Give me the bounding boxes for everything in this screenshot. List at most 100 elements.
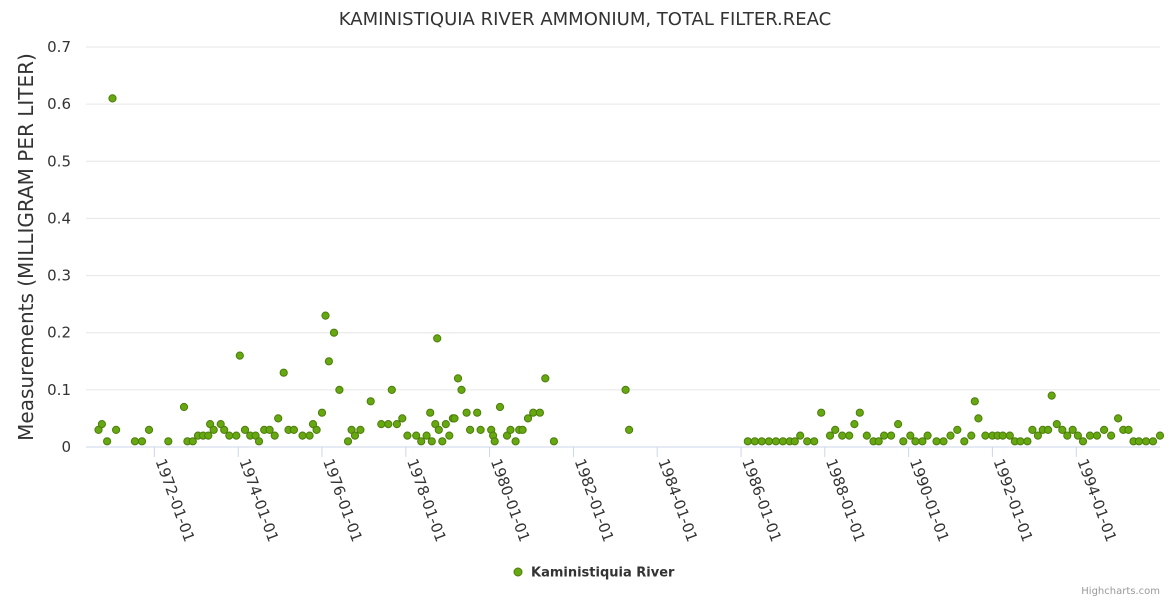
data-point[interactable]: [778, 437, 788, 446]
data-point[interactable]: [476, 425, 485, 434]
data-point[interactable]: [838, 431, 847, 440]
data-point[interactable]: [1155, 431, 1165, 440]
data-point[interactable]: [1107, 431, 1116, 440]
data-point[interactable]: [541, 374, 550, 383]
data-point[interactable]: [946, 431, 955, 440]
data-point[interactable]: [335, 385, 344, 394]
data-point[interactable]: [466, 425, 475, 434]
data-point[interactable]: [974, 414, 983, 423]
data-point[interactable]: [1073, 431, 1083, 440]
data-point[interactable]: [377, 420, 386, 429]
data-point[interactable]: [1092, 431, 1102, 440]
data-point[interactable]: [831, 425, 840, 434]
data-point[interactable]: [438, 437, 447, 446]
data-point[interactable]: [235, 351, 244, 360]
data-point[interactable]: [356, 425, 365, 434]
data-point[interactable]: [750, 437, 759, 446]
data-point[interactable]: [874, 437, 883, 446]
data-point[interactable]: [144, 425, 154, 434]
data-point[interactable]: [216, 420, 225, 429]
data-point[interactable]: [810, 437, 819, 446]
data-point[interactable]: [845, 431, 854, 440]
data-point[interactable]: [625, 425, 634, 434]
data-point[interactable]: [899, 437, 908, 446]
data-point[interactable]: [523, 414, 533, 423]
data-point[interactable]: [1124, 425, 1133, 434]
data-point[interactable]: [312, 425, 321, 434]
data-point[interactable]: [511, 437, 520, 446]
data-point[interactable]: [1016, 437, 1025, 446]
data-point[interactable]: [179, 402, 189, 412]
data-point[interactable]: [998, 431, 1007, 440]
data-point[interactable]: [1058, 425, 1067, 434]
data-point[interactable]: [305, 431, 314, 440]
data-point[interactable]: [403, 431, 412, 440]
data-point[interactable]: [923, 431, 932, 440]
data-point[interactable]: [518, 425, 527, 434]
data-point[interactable]: [329, 328, 339, 337]
data-point[interactable]: [206, 420, 215, 429]
data-point[interactable]: [1033, 431, 1043, 440]
data-point[interactable]: [906, 431, 915, 440]
data-point[interactable]: [384, 420, 393, 429]
data-point[interactable]: [549, 437, 559, 446]
data-point[interactable]: [462, 408, 471, 417]
data-point[interactable]: [298, 431, 307, 440]
data-point[interactable]: [825, 431, 835, 440]
data-point[interactable]: [431, 420, 440, 429]
legend[interactable]: Kaministiquia River: [513, 566, 675, 581]
data-point[interactable]: [1063, 431, 1072, 440]
data-point[interactable]: [103, 437, 112, 446]
data-point[interactable]: [254, 437, 264, 446]
data-point[interactable]: [803, 437, 812, 446]
data-point[interactable]: [453, 374, 463, 383]
data-point[interactable]: [289, 425, 298, 434]
data-point[interactable]: [433, 334, 442, 343]
data-point[interactable]: [434, 425, 443, 434]
data-point[interactable]: [850, 420, 859, 429]
data-point[interactable]: [817, 408, 826, 417]
data-point[interactable]: [862, 431, 871, 440]
data-point[interactable]: [225, 431, 234, 440]
data-point[interactable]: [1148, 437, 1158, 446]
data-point[interactable]: [918, 437, 927, 446]
data-point[interactable]: [422, 431, 431, 440]
data-point[interactable]: [1023, 437, 1032, 446]
data-point[interactable]: [960, 437, 969, 446]
data-point[interactable]: [137, 437, 147, 446]
data-point[interactable]: [220, 425, 229, 434]
data-point[interactable]: [1100, 425, 1109, 434]
data-point[interactable]: [324, 357, 333, 366]
data-point[interactable]: [350, 431, 360, 440]
data-point[interactable]: [387, 385, 396, 394]
data-point[interactable]: [490, 437, 499, 446]
data-point[interactable]: [1044, 425, 1053, 434]
data-point[interactable]: [887, 431, 896, 440]
data-point[interactable]: [939, 437, 948, 446]
data-point[interactable]: [366, 397, 375, 406]
data-point[interactable]: [911, 437, 920, 446]
data-point[interactable]: [417, 437, 426, 446]
data-point[interactable]: [1028, 425, 1037, 434]
data-point[interactable]: [967, 431, 976, 440]
data-point[interactable]: [506, 425, 515, 434]
data-point[interactable]: [855, 408, 864, 417]
data-point[interactable]: [880, 431, 889, 440]
data-point[interactable]: [130, 437, 139, 446]
data-point[interactable]: [108, 94, 117, 103]
data-point[interactable]: [932, 437, 941, 446]
data-point[interactable]: [209, 425, 218, 434]
data-point[interactable]: [412, 431, 421, 440]
data-point[interactable]: [112, 425, 121, 434]
data-point[interactable]: [1114, 414, 1123, 423]
data-point[interactable]: [398, 414, 407, 423]
data-point[interactable]: [529, 408, 538, 417]
data-point[interactable]: [321, 311, 330, 320]
data-point[interactable]: [970, 397, 979, 406]
data-point[interactable]: [274, 414, 283, 423]
data-point[interactable]: [240, 425, 250, 434]
credits-link[interactable]: Highcharts.com: [1081, 586, 1160, 597]
data-point[interactable]: [1068, 425, 1077, 434]
data-point[interactable]: [743, 437, 752, 446]
data-point[interactable]: [1085, 431, 1095, 440]
